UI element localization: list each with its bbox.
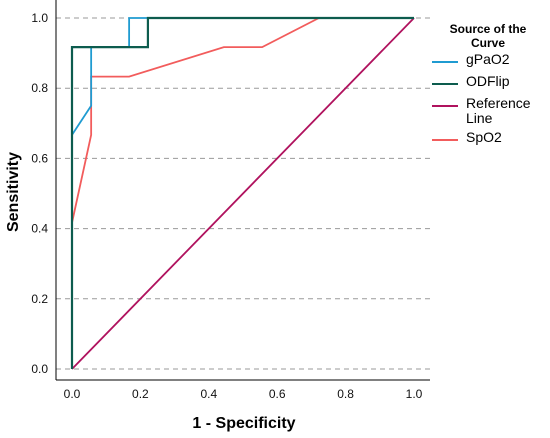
legend-item-spo2: SpO2 xyxy=(432,130,550,150)
legend: Source of the Curve gPaO2 ODFlip Reference… xyxy=(432,22,550,150)
x-tick-label: 0.6 xyxy=(269,387,286,401)
y-tick-label: 0.2 xyxy=(31,292,48,306)
series-line-reference-line xyxy=(71,17,415,370)
legend-swatch xyxy=(432,61,458,63)
y-tick-label: 0.6 xyxy=(31,151,48,165)
legend-swatch xyxy=(432,139,458,141)
y-tick-label: 0.4 xyxy=(31,222,48,236)
y-axis-title: Sensitivity xyxy=(5,152,22,232)
legend-item-reference-line: Reference Line xyxy=(432,96,550,128)
series-lines xyxy=(70,16,415,370)
x-tick-label: 0.4 xyxy=(200,387,217,401)
series-line-spo2 xyxy=(71,17,414,369)
legend-title: Source of the Curve xyxy=(449,22,527,50)
legend-swatch xyxy=(432,105,458,107)
x-axis-title: 1 - Specificity xyxy=(192,415,295,432)
y-tick-label: 1.0 xyxy=(31,11,48,25)
legend-label: Reference Line xyxy=(466,95,531,126)
x-tick-label: 0.2 xyxy=(132,387,149,401)
axes xyxy=(55,0,430,381)
legend-items: gPaO2 ODFlip Reference Line SpO2 xyxy=(432,52,550,150)
y-tick-label: 0.8 xyxy=(31,81,48,95)
tick-labels: 0.0 0.2 0.4 0.6 0.8 1.0 0.0 0.2 0.4 0.6 0.8 1.0 xyxy=(31,11,422,401)
x-tick-label: 0.8 xyxy=(337,387,354,401)
series-line-odflip xyxy=(70,16,414,369)
legend-item-odflip: ODFlip xyxy=(432,74,550,94)
x-tick-label: 0.0 xyxy=(64,387,81,401)
legend-label: SpO2 xyxy=(466,129,502,145)
legend-item-gpao2: gPaO2 xyxy=(432,52,550,72)
legend-swatch xyxy=(432,83,458,85)
y-tick-label: 0.0 xyxy=(31,362,48,376)
x-tick-label: 1.0 xyxy=(406,387,423,401)
legend-label: gPaO2 xyxy=(466,51,510,67)
legend-label: ODFlip xyxy=(466,73,510,89)
